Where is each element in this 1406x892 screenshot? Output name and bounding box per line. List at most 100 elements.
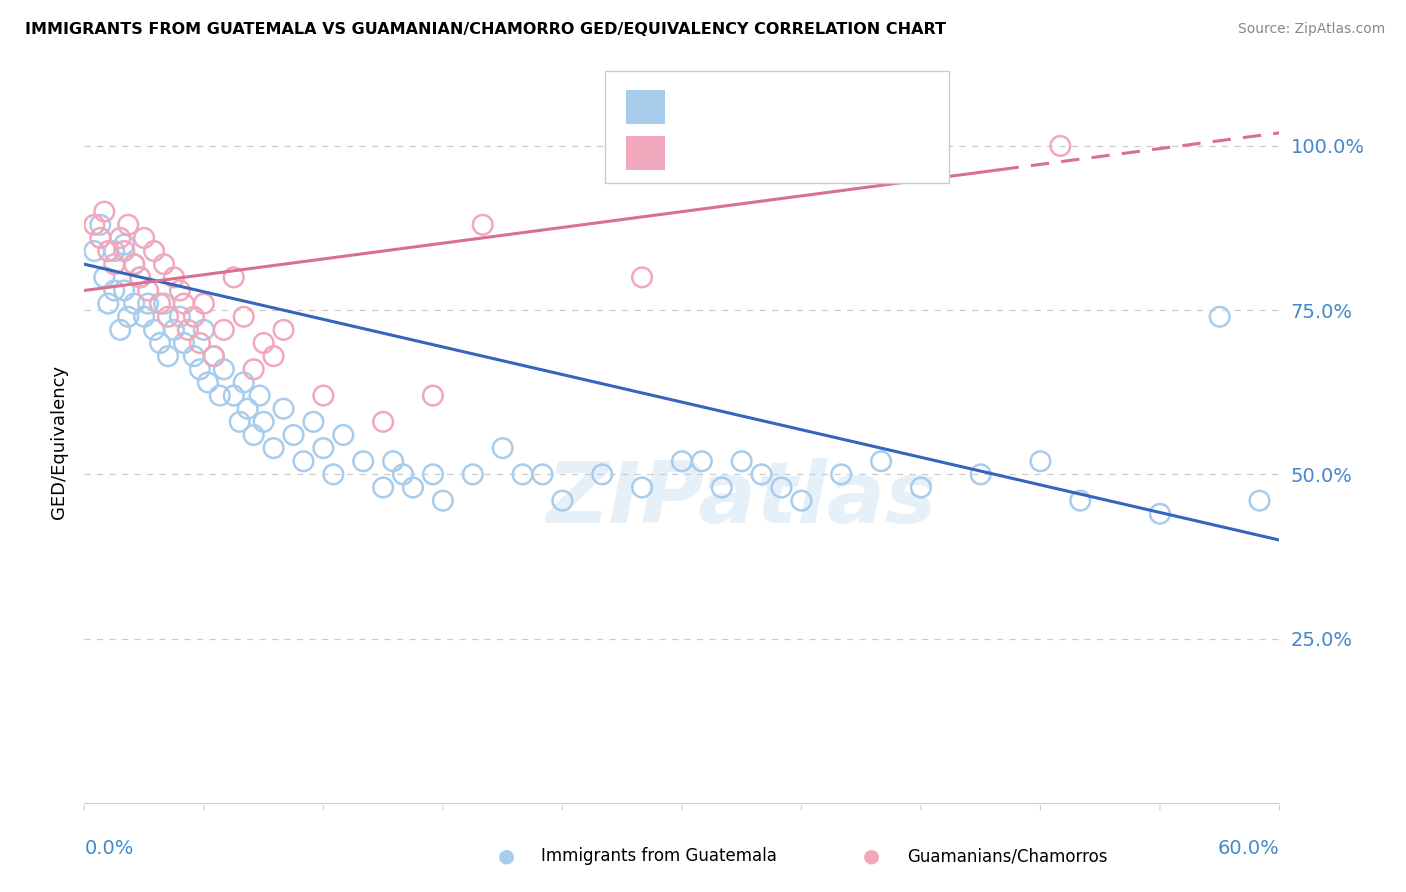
Text: N =: N = [813, 97, 877, 116]
Point [551, 493, 574, 508]
Point [193, 323, 215, 337]
Point [263, 349, 285, 363]
Text: IMMIGRANTS FROM GUATEMALA VS GUAMANIAN/CHAMORRO GED/EQUIVALENCY CORRELATION CHAR: IMMIGRANTS FROM GUATEMALA VS GUAMANIAN/C… [25, 22, 946, 37]
Point [103, 244, 125, 258]
Point [97, 244, 120, 258]
Point [1149, 507, 1171, 521]
Point [93, 270, 115, 285]
Point [212, 362, 235, 376]
Point [263, 441, 285, 455]
Point [512, 467, 534, 482]
Point [422, 388, 444, 402]
Point [112, 244, 135, 258]
Point [302, 415, 325, 429]
Point [631, 481, 654, 495]
Point [83, 244, 105, 258]
Point [169, 310, 191, 324]
Point [122, 257, 145, 271]
Text: Guamanians/Chamorros: Guamanians/Chamorros [907, 847, 1108, 865]
Point [970, 467, 993, 482]
Point [136, 296, 159, 310]
Text: ●: ● [498, 847, 515, 866]
Point [770, 481, 793, 495]
Point [432, 493, 454, 508]
Point [422, 467, 444, 482]
Point [136, 284, 159, 298]
Point [103, 284, 125, 298]
Point [236, 401, 259, 416]
Point [531, 467, 554, 482]
Point [129, 270, 152, 285]
Point [93, 204, 115, 219]
Point [117, 218, 139, 232]
Point [1049, 139, 1071, 153]
Text: -0.525: -0.525 [727, 97, 792, 116]
Point [157, 310, 180, 324]
Point [232, 376, 254, 390]
Point [197, 376, 219, 390]
Point [89, 231, 111, 245]
Point [173, 336, 195, 351]
Text: N =: N = [813, 144, 877, 161]
Text: 0.0%: 0.0% [84, 838, 134, 858]
Point [183, 349, 205, 363]
Text: R =: R = [679, 144, 723, 161]
Point [273, 401, 295, 416]
Point [631, 270, 654, 285]
Point [790, 493, 813, 508]
Point [751, 467, 773, 482]
Point [242, 428, 264, 442]
Point [332, 428, 354, 442]
Point [253, 336, 276, 351]
Point [89, 218, 111, 232]
Point [132, 310, 156, 324]
Point [110, 231, 132, 245]
Point [208, 388, 231, 402]
Point [273, 323, 295, 337]
Point [83, 218, 105, 232]
Point [112, 237, 135, 252]
Point [392, 467, 415, 482]
Point [188, 362, 211, 376]
Point [173, 296, 195, 310]
Point [103, 257, 125, 271]
Text: Source: ZipAtlas.com: Source: ZipAtlas.com [1237, 22, 1385, 37]
Point [188, 336, 211, 351]
Point [202, 349, 225, 363]
Point [253, 415, 276, 429]
Point [492, 441, 515, 455]
Point [212, 323, 235, 337]
Point [122, 296, 145, 310]
Point [222, 388, 245, 402]
Text: 74: 74 [883, 97, 904, 116]
Point [149, 336, 172, 351]
Point [229, 415, 252, 429]
Point [671, 454, 693, 468]
Point [149, 296, 172, 310]
Point [129, 270, 152, 285]
Text: 60.0%: 60.0% [1218, 838, 1279, 858]
Point [153, 257, 176, 271]
Point [232, 310, 254, 324]
Point [117, 310, 139, 324]
Text: 0.317: 0.317 [727, 144, 792, 161]
Point [382, 454, 405, 468]
Point [163, 323, 186, 337]
Text: ●: ● [863, 847, 880, 866]
Point [143, 323, 166, 337]
Point [402, 481, 425, 495]
Point [1029, 454, 1052, 468]
Point [1069, 493, 1091, 508]
Point [112, 284, 135, 298]
Point [242, 362, 264, 376]
Point [312, 441, 335, 455]
Point [710, 481, 733, 495]
Point [322, 467, 344, 482]
Point [122, 257, 145, 271]
Point [312, 388, 335, 402]
Point [183, 310, 205, 324]
Text: 37: 37 [883, 144, 904, 161]
Point [373, 415, 395, 429]
Point [731, 454, 754, 468]
Point [97, 296, 120, 310]
